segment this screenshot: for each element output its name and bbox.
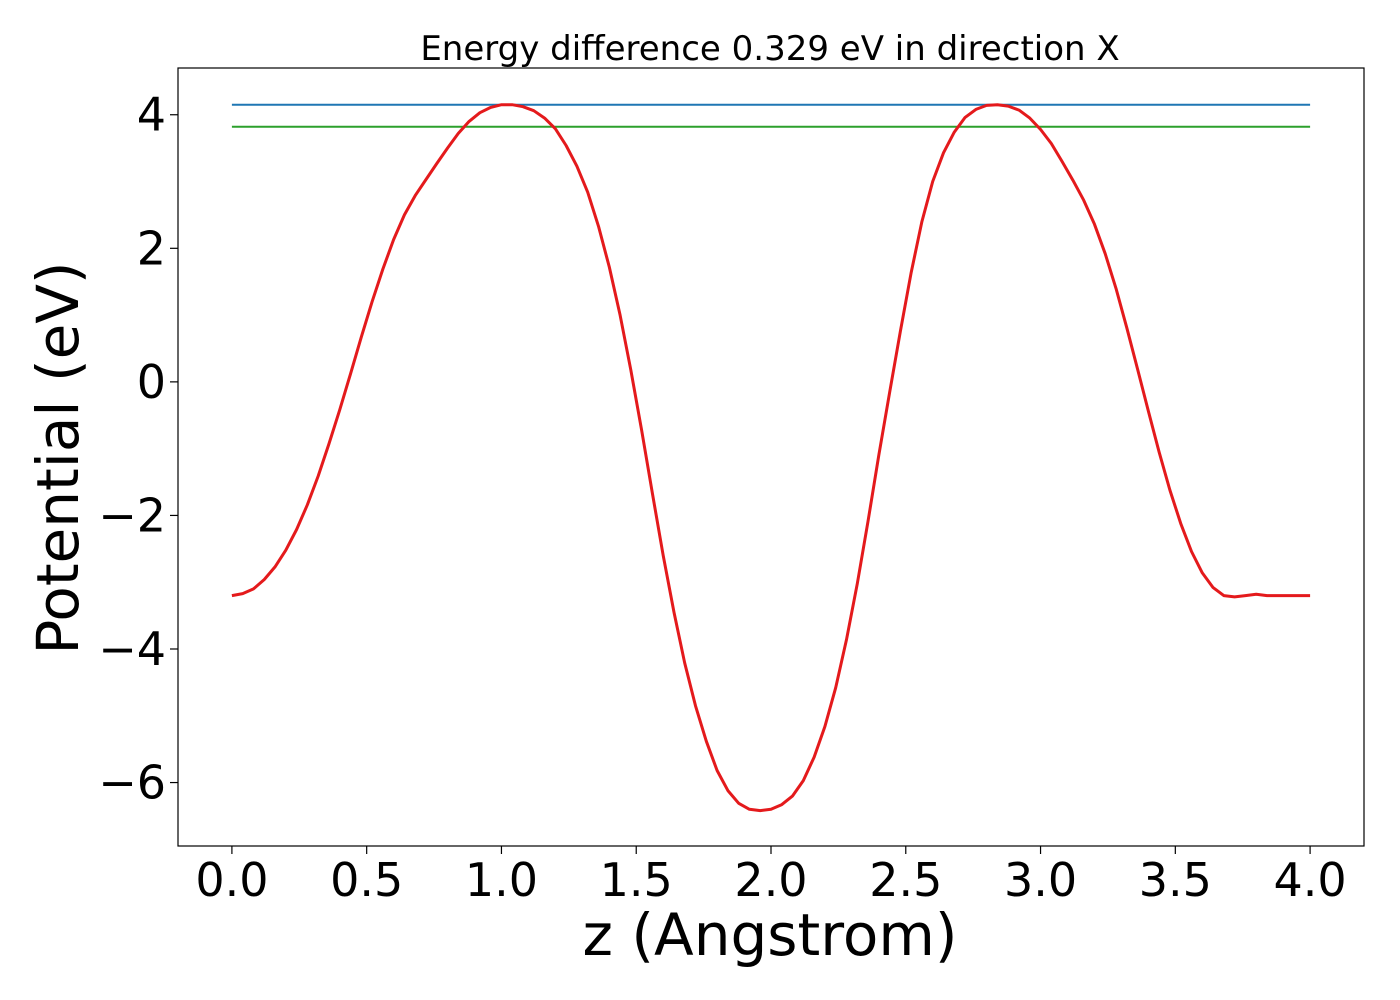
x-tick-label: 3.5 [1139,853,1212,907]
x-axis: 0.0 0.5 1.0 1.5 2.0 2.5 3.0 3.5 4.0 [195,846,1347,907]
x-tick-label: 4.0 [1274,853,1347,907]
x-tick-label: 0.5 [330,853,403,907]
plot-area [231,103,1311,813]
x-tick-label: 2.0 [734,853,807,907]
x-tick-label: 3.0 [1004,853,1077,907]
y-tick-label: −6 [98,756,166,810]
x-tick-label: 1.5 [600,853,673,907]
y-tick-label: 2 [137,221,166,275]
y-tick-label: −2 [98,488,166,542]
x-axis-label: z (Angstrom) [583,901,958,969]
x-tick-label: 2.5 [869,853,942,907]
series-line-3 [231,103,1311,813]
y-axis-label: Potential (eV) [24,261,92,654]
chart-title: Energy difference 0.329 eV in direction … [420,29,1119,69]
x-tick-label: 1.0 [465,853,538,907]
x-tick-label: 0.0 [195,853,268,907]
y-axis: −6 −4 −2 0 2 4 [98,88,178,810]
y-tick-label: 0 [137,355,166,409]
y-tick-label: −4 [98,622,166,676]
y-tick-label: 4 [137,88,166,142]
